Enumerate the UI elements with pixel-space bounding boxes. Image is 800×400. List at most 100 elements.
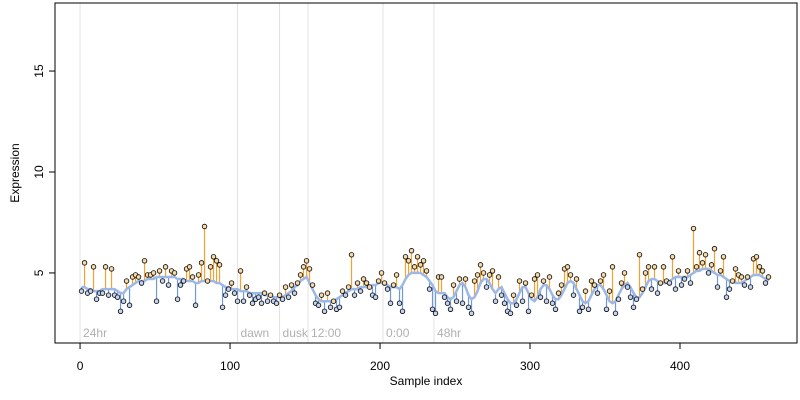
point <box>672 286 679 292</box>
point <box>189 274 196 280</box>
point <box>261 290 268 296</box>
point <box>513 302 520 308</box>
point <box>420 258 427 264</box>
point <box>243 284 250 290</box>
point <box>225 286 232 292</box>
point <box>348 252 355 258</box>
point <box>282 284 289 290</box>
point <box>375 278 382 284</box>
point <box>267 292 274 298</box>
point <box>681 276 688 282</box>
point <box>705 270 712 276</box>
point <box>678 282 685 288</box>
point <box>477 262 484 268</box>
point <box>210 254 217 260</box>
point <box>354 280 361 286</box>
point <box>201 223 208 230</box>
point <box>606 288 613 294</box>
point <box>285 294 292 300</box>
point <box>537 294 544 300</box>
point <box>408 248 415 254</box>
y-tick-label: 15 <box>32 64 46 78</box>
point <box>696 250 703 256</box>
point <box>525 308 532 315</box>
x-tick-label: 400 <box>670 359 690 373</box>
point <box>651 264 658 270</box>
point <box>351 292 358 298</box>
point <box>411 264 418 270</box>
annotation-label: 24hr <box>83 326 107 340</box>
point <box>357 288 364 294</box>
point <box>495 274 502 280</box>
point <box>693 264 700 270</box>
point <box>570 292 577 298</box>
point <box>399 308 406 315</box>
point <box>459 300 466 306</box>
point <box>642 270 649 276</box>
point <box>309 282 316 288</box>
point <box>675 268 682 274</box>
point <box>306 266 313 272</box>
point <box>123 278 130 284</box>
point <box>234 298 241 304</box>
point <box>213 258 220 264</box>
point <box>363 280 370 286</box>
point <box>462 276 469 282</box>
plot-frame <box>54 2 798 344</box>
point <box>510 292 517 298</box>
point <box>174 296 181 302</box>
point <box>468 310 475 317</box>
point <box>645 264 652 270</box>
point <box>456 276 463 282</box>
point <box>288 282 295 288</box>
point <box>114 294 121 300</box>
point <box>633 296 640 302</box>
point <box>258 300 265 306</box>
point <box>93 296 100 302</box>
point <box>609 264 616 270</box>
point <box>102 264 109 270</box>
point <box>474 272 481 278</box>
point <box>621 270 628 276</box>
point <box>597 278 604 284</box>
point <box>759 268 766 274</box>
point <box>603 306 610 312</box>
x-tick-label: 300 <box>520 359 540 373</box>
point <box>483 284 490 290</box>
point <box>396 300 403 306</box>
point <box>249 300 256 306</box>
point <box>222 292 229 298</box>
point <box>264 298 271 304</box>
x-tick-label: 0 <box>77 359 84 373</box>
point <box>156 268 163 274</box>
point <box>522 280 529 286</box>
annotation-label: dusk <box>283 326 309 340</box>
point <box>558 282 565 288</box>
point <box>639 286 646 292</box>
point <box>171 270 178 276</box>
point <box>528 292 535 298</box>
point <box>231 290 238 296</box>
point <box>540 278 547 284</box>
point <box>615 296 622 302</box>
trend-line <box>81 267 770 305</box>
point <box>507 310 514 317</box>
point <box>687 280 694 286</box>
point <box>429 306 436 312</box>
point <box>699 260 706 266</box>
annotation-label: 48hr <box>437 326 461 340</box>
point <box>765 274 772 280</box>
x-axis-title: Sample index <box>390 374 463 388</box>
point <box>135 274 142 280</box>
point <box>498 292 505 298</box>
point <box>756 264 763 270</box>
point <box>126 302 133 308</box>
point <box>717 268 724 274</box>
point <box>471 278 478 284</box>
point <box>150 270 157 276</box>
point <box>564 264 571 270</box>
point <box>432 310 439 317</box>
point <box>450 282 457 288</box>
point <box>177 282 184 288</box>
